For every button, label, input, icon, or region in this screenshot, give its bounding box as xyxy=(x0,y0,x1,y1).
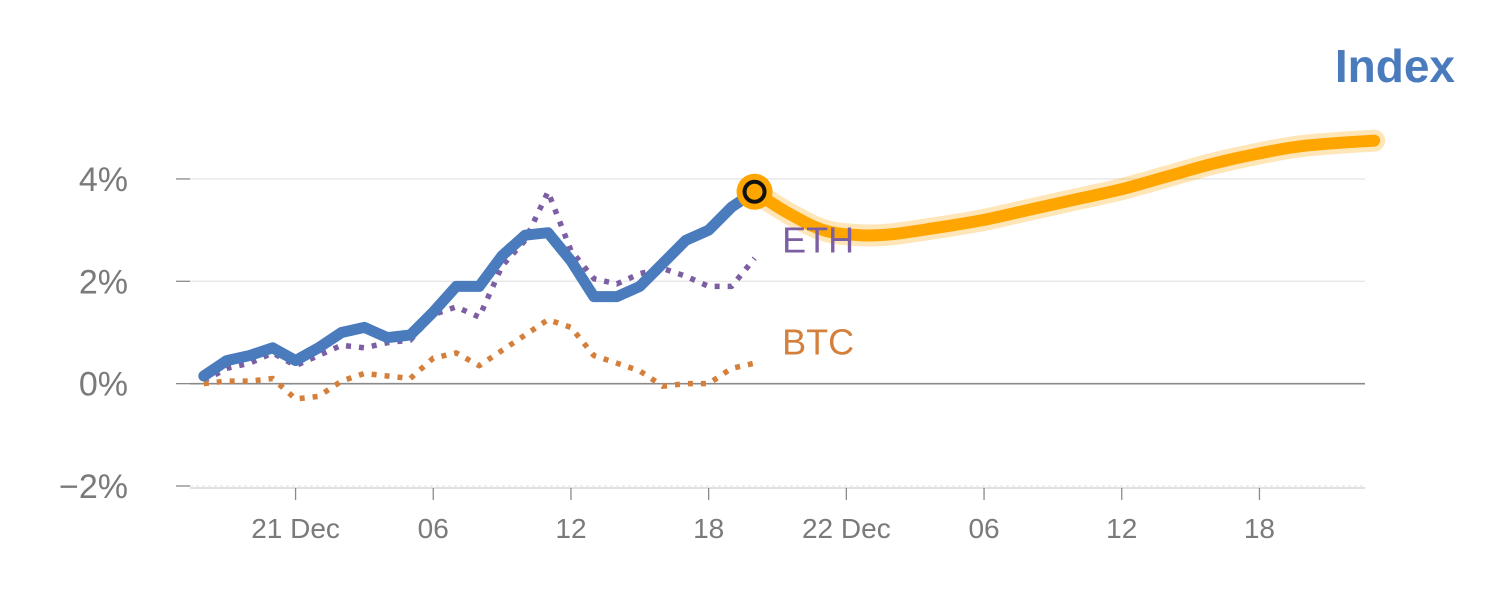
x-tick-label: 21 Dec xyxy=(251,513,340,544)
x-tick-label: 18 xyxy=(1244,513,1275,544)
marker-outer xyxy=(736,173,773,210)
y-tick-label: 2% xyxy=(79,263,128,301)
axes: 4% 2% 0% −2% 21 Dec 06 12 18 22 Dec 06 12 18 xyxy=(59,161,1365,544)
y-tick-label: 4% xyxy=(79,161,128,199)
x-tick-label: 18 xyxy=(693,513,724,544)
current-point-marker xyxy=(736,173,773,210)
btc-series-label: BTC xyxy=(782,322,854,363)
series-labels: ETH BTC xyxy=(782,219,854,362)
projection-series-line xyxy=(748,134,1381,242)
y-tick-label: −2% xyxy=(59,468,128,506)
y-tick-label: 0% xyxy=(79,366,128,404)
x-tick-label: 12 xyxy=(555,513,586,544)
chart-title: Index xyxy=(1335,40,1456,92)
x-tick-label: 06 xyxy=(968,513,999,544)
series-lines xyxy=(198,129,1386,402)
btc-series-line xyxy=(203,316,756,402)
x-tick-label: 22 Dec xyxy=(802,513,891,544)
x-tick-label: 06 xyxy=(418,513,449,544)
x-tick-label: 12 xyxy=(1106,513,1137,544)
eth-series-label: ETH xyxy=(782,219,854,260)
marker-ring xyxy=(742,179,767,204)
solid-series-line xyxy=(198,186,761,382)
